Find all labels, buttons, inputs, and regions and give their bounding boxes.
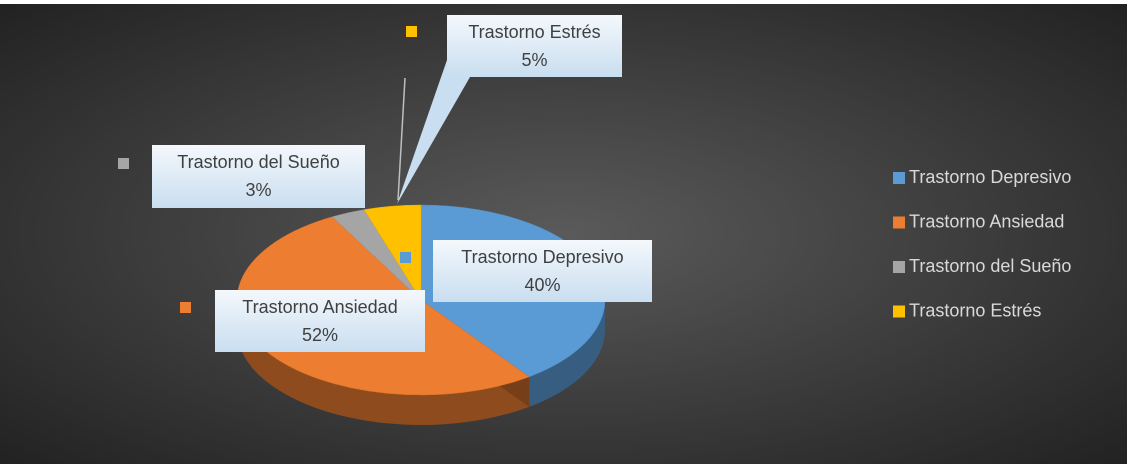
callout-pointer	[397, 60, 470, 204]
data-label-key	[180, 302, 191, 313]
legend-swatch	[893, 172, 905, 184]
data-label-box	[447, 15, 622, 77]
legend-label: Trastorno Estrés	[909, 300, 1041, 320]
legend-label: Trastorno del Sueño	[909, 256, 1071, 276]
data-label-value: 3%	[245, 180, 271, 200]
data-label-value: 5%	[521, 50, 547, 70]
data-label-value: 40%	[524, 275, 560, 295]
data-label-category: Trastorno del Sueño	[177, 152, 339, 172]
data-label-key	[400, 252, 411, 263]
data-label-key	[406, 26, 417, 37]
data-label-key	[118, 158, 129, 169]
data-label-box	[152, 145, 365, 208]
top-edge	[0, 0, 1127, 4]
data-label-box	[433, 240, 652, 302]
legend-label: Trastorno Depresivo	[909, 167, 1071, 187]
legend-swatch	[893, 305, 905, 318]
data-label-box	[215, 290, 425, 352]
leader-line	[397, 77, 406, 201]
data-label-value: 52%	[302, 325, 338, 345]
data-label-category: Trastorno Depresivo	[461, 247, 623, 267]
pie-side	[529, 300, 605, 407]
pie-slice	[363, 204, 422, 301]
legend-swatch	[893, 261, 905, 273]
legend-swatch	[893, 216, 905, 229]
bottom-edge	[0, 464, 1127, 468]
data-label-category: Trastorno Estrés	[468, 22, 600, 42]
legend-label: Trastorno Ansiedad	[909, 211, 1064, 231]
pie-side	[237, 300, 530, 426]
data-label-category: Trastorno Ansiedad	[242, 297, 397, 317]
